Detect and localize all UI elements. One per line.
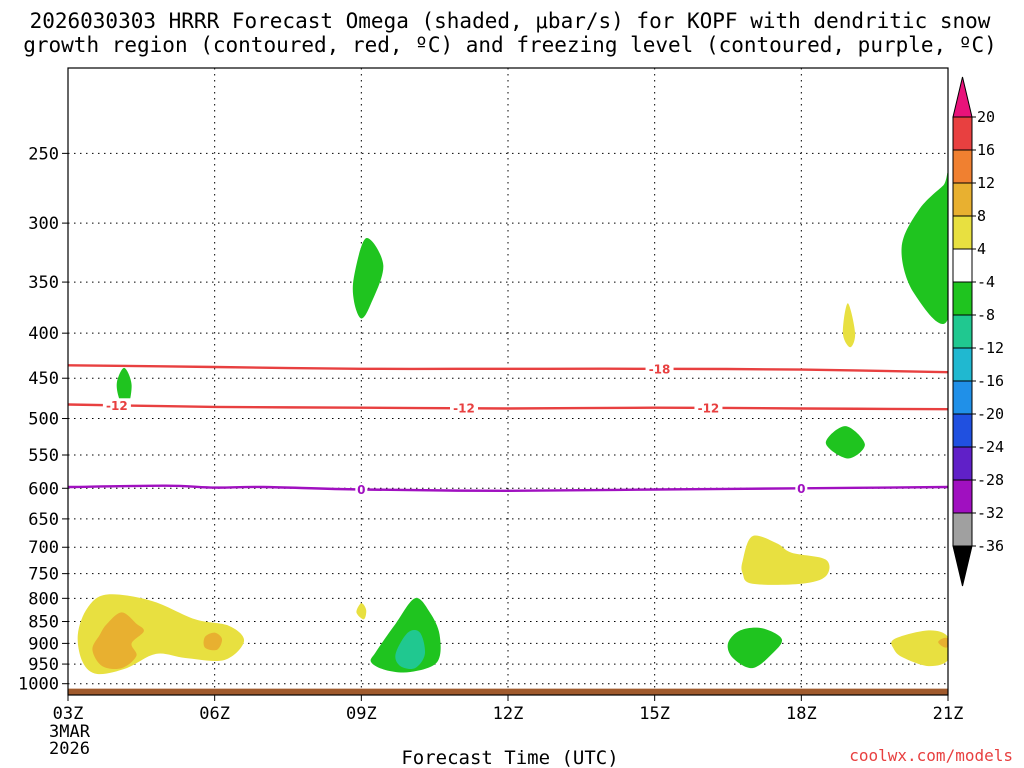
freezing-level-label-1: 0 — [797, 482, 805, 496]
y-tick-label-450: 450 — [28, 369, 59, 389]
colorbar-label-6: -8 — [977, 306, 995, 324]
y-axis: 2503003504004505005506006507007508008509… — [18, 144, 68, 695]
y-tick-label-250: 250 — [28, 144, 59, 164]
freezing-level-line — [68, 484, 948, 493]
plot-area: -18 -12 -12 -12 0 0 — [67, 67, 949, 696]
colorbar-top-arrow — [952, 76, 973, 118]
freezing-level-label-0: 0 — [357, 483, 365, 497]
colorbar-label-8: -16 — [977, 372, 1004, 390]
y-tick-label-350: 350 — [28, 273, 59, 293]
x-tick-label-06Z: 06Z — [199, 704, 230, 724]
temp-minus18-line — [68, 364, 948, 374]
x-tick-label-15Z: 15Z — [639, 704, 670, 724]
temp-minus18-label-0: -18 — [649, 362, 671, 376]
colorbar-label-11: -28 — [977, 471, 1004, 489]
omega-neg4-535-19z — [825, 426, 865, 459]
x-axis: 03Z 06Z 09Z 12Z 15Z 18Z 21Z — [53, 695, 964, 724]
omega-pos4-850-09z — [356, 603, 367, 620]
omega-pos8-low-20z — [938, 637, 948, 648]
colorbar-label-10: -24 — [977, 438, 1004, 456]
temp-minus12-line — [68, 403, 948, 411]
temp-minus12-label-bg-2 — [694, 400, 723, 415]
colorbar-box-9 — [952, 413, 973, 448]
y-tick-label-600: 600 — [28, 479, 59, 499]
omega-pos4-730-17z — [741, 535, 830, 585]
colorbar-box-10 — [952, 446, 973, 481]
contours: -18 -12 -12 -12 0 0 — [68, 361, 948, 497]
terrain-band — [68, 688, 948, 695]
y-tick-label-900: 900 — [28, 634, 59, 654]
colorbar-box-6 — [952, 314, 973, 349]
temp-minus12-label-2: -12 — [698, 401, 720, 415]
y-tick-label-400: 400 — [28, 324, 59, 344]
omega-neg4-low-17z — [727, 627, 783, 669]
colorbar-label-1: 16 — [977, 141, 995, 159]
x-tick-label-03Z: 03Z — [53, 704, 84, 724]
colorbar-box-11 — [952, 479, 973, 514]
chart-title: 2026030303 HRRR Forecast Omega (shaded, … — [23, 9, 997, 57]
colorbar-label-0: 20 — [977, 108, 995, 126]
temp-minus12-label-0: -12 — [106, 399, 128, 413]
temp-minus12-label-1: -12 — [453, 402, 475, 416]
x-tick-label-12Z: 12Z — [493, 704, 524, 724]
colorbar-label-2: 12 — [977, 174, 995, 192]
colorbar-box-7 — [952, 347, 973, 382]
colorbar-label-5: -4 — [977, 273, 995, 291]
freezing-level-label-bg-0 — [355, 482, 368, 497]
omega-pos8-low-west — [92, 612, 144, 670]
omega-shading — [77, 172, 948, 675]
omega-neg8-low-10z — [395, 629, 426, 669]
y-tick-label-700: 700 — [28, 538, 59, 558]
colorbar-label-13: -36 — [977, 537, 1004, 555]
y-tick-label-1000: 1000 — [18, 675, 59, 695]
colorbar: 20 16 12 8 4 -4 -8 -12 -16 -20 -24 -28 -32 -36 — [952, 76, 1004, 587]
y-tick-label-500: 500 — [28, 410, 59, 430]
x-tick-label-09Z: 09Z — [346, 704, 377, 724]
colorbar-box-1 — [952, 149, 973, 184]
y-tick-label-300: 300 — [28, 214, 59, 234]
colorbar-box-8 — [952, 380, 973, 415]
omega-pos4-390-19z — [842, 303, 856, 348]
title-line-2: growth region (contoured, red, ºC) and f… — [23, 33, 997, 57]
colorbar-label-4: 4 — [977, 240, 986, 258]
colorbar-label-3: 8 — [977, 207, 986, 225]
temp-minus18-label-bg-0 — [645, 361, 674, 376]
temp-minus12-label-bg-0 — [102, 398, 131, 413]
colorbar-bottom-arrow — [952, 545, 973, 587]
y-tick-label-750: 750 — [28, 565, 59, 585]
date-label-day: 3MAR — [49, 722, 91, 742]
date-label-year: 2026 — [49, 739, 90, 759]
colorbar-label-12: -32 — [977, 504, 1004, 522]
omega-pos4-low-20z — [891, 630, 948, 667]
colorbar-box-12 — [952, 512, 973, 547]
colorbar-box-3 — [952, 215, 973, 250]
y-tick-label-950: 950 — [28, 655, 59, 675]
temp-minus12-label-bg-1 — [450, 401, 478, 416]
x-axis-title: Forecast Time (UTC) — [401, 747, 618, 768]
y-tick-label-650: 650 — [28, 510, 59, 530]
colorbar-box-4 — [952, 248, 973, 283]
x-tick-label-21Z: 21Z — [933, 704, 964, 724]
omega-neg4-upper-21z — [901, 172, 948, 325]
colorbar-box-2 — [952, 182, 973, 217]
watermark: coolwx.com/models — [849, 746, 1013, 765]
y-tick-label-550: 550 — [28, 446, 59, 466]
y-tick-label-850: 850 — [28, 613, 59, 633]
y-tick-label-800: 800 — [28, 589, 59, 609]
title-line-1: 2026030303 HRRR Forecast Omega (shaded, … — [30, 9, 991, 33]
colorbar-box-0 — [952, 116, 973, 151]
x-tick-label-18Z: 18Z — [786, 704, 817, 724]
colorbar-label-7: -12 — [977, 339, 1004, 357]
colorbar-box-5 — [952, 281, 973, 316]
freezing-level-label-bg-1 — [795, 481, 808, 496]
omega-neg4-upper-09z — [352, 237, 384, 319]
omega-pos8-low-06z — [203, 632, 223, 651]
colorbar-label-9: -20 — [977, 405, 1004, 423]
